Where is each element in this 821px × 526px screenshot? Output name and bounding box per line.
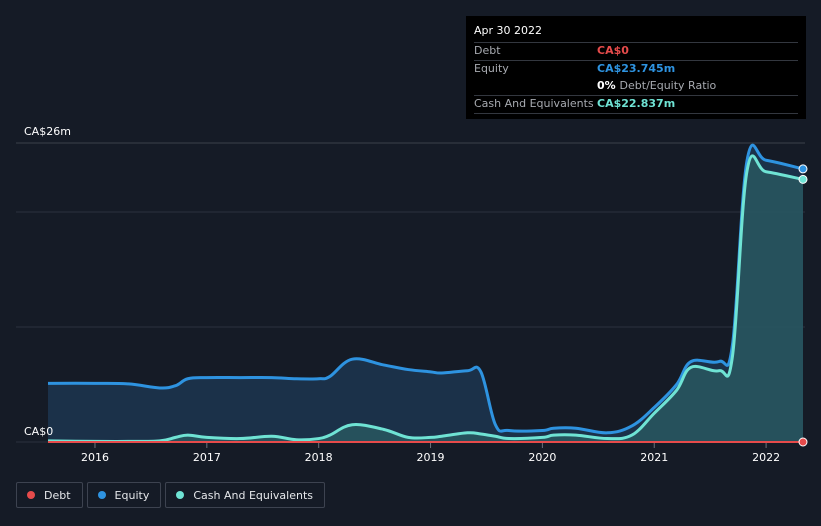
- x-tick-label: 2017: [193, 451, 221, 464]
- cash-dot-icon: [176, 491, 185, 499]
- x-tick-label: 2016: [81, 451, 109, 464]
- legend-equity-label: Equity: [114, 488, 150, 502]
- tooltip-row-cash: Cash And Equivalents CA$22.837m: [474, 95, 798, 114]
- tooltip-cash-label: Cash And Equivalents: [474, 97, 594, 110]
- cash-end-point: [798, 174, 808, 184]
- equity-end-point: [798, 164, 808, 174]
- tooltip-row-debt: Debt CA$0: [474, 42, 798, 60]
- x-tick-label: 2020: [528, 451, 556, 464]
- tooltip-ratio: 0% Debt/Equity Ratio: [597, 78, 716, 94]
- series-areas: [48, 145, 803, 443]
- x-tick-label: 2019: [417, 451, 445, 464]
- legend-item-debt[interactable]: Debt: [16, 482, 83, 508]
- equity-line: [47, 143, 804, 435]
- tooltip-row-ratio: 0% Debt/Equity Ratio: [474, 78, 798, 95]
- cash-line: [47, 154, 804, 444]
- series-lines: [47, 143, 804, 444]
- debt-dot-icon: [27, 491, 35, 499]
- x-tick-label: 2021: [640, 451, 668, 464]
- tooltip-equity-label: Equity: [474, 62, 509, 75]
- cash-area: [48, 155, 803, 443]
- tooltip-debt-value: CA$0: [597, 44, 629, 57]
- y-axis-bottom-label: CA$0: [24, 425, 54, 438]
- y-axis-top-label: CA$26m: [24, 125, 71, 138]
- debt-end-point: [798, 437, 808, 447]
- tooltip-ratio-label: Debt/Equity Ratio: [619, 79, 717, 92]
- legend-cash-label: Cash And Equivalents: [193, 488, 313, 502]
- series-end-markers: [798, 164, 808, 447]
- tooltip-date: Apr 30 2022: [474, 24, 543, 37]
- x-tick-label: 2022: [752, 451, 780, 464]
- tooltip-ratio-percent: 0%: [597, 79, 616, 92]
- equity-dot-icon: [97, 491, 106, 499]
- data-tooltip: Apr 30 2022 Debt CA$0 Equity CA$23.745m …: [466, 16, 806, 119]
- legend-item-equity[interactable]: Equity: [86, 482, 162, 508]
- x-axis-ticks: 2016 2017 2018 2019 2020 2021 2022: [81, 443, 780, 464]
- tooltip-row-equity: Equity CA$23.745m: [474, 60, 798, 78]
- tooltip-debt-label: Debt: [474, 44, 501, 57]
- tooltip-cash-value: CA$22.837m: [597, 97, 676, 110]
- tooltip-equity-value: CA$23.745m: [597, 62, 676, 75]
- legend-item-cash[interactable]: Cash And Equivalents: [165, 482, 325, 508]
- legend-debt-label: Debt: [44, 488, 71, 502]
- x-tick-label: 2018: [305, 451, 333, 464]
- chart-legend: Debt Equity Cash And Equivalents: [16, 482, 325, 508]
